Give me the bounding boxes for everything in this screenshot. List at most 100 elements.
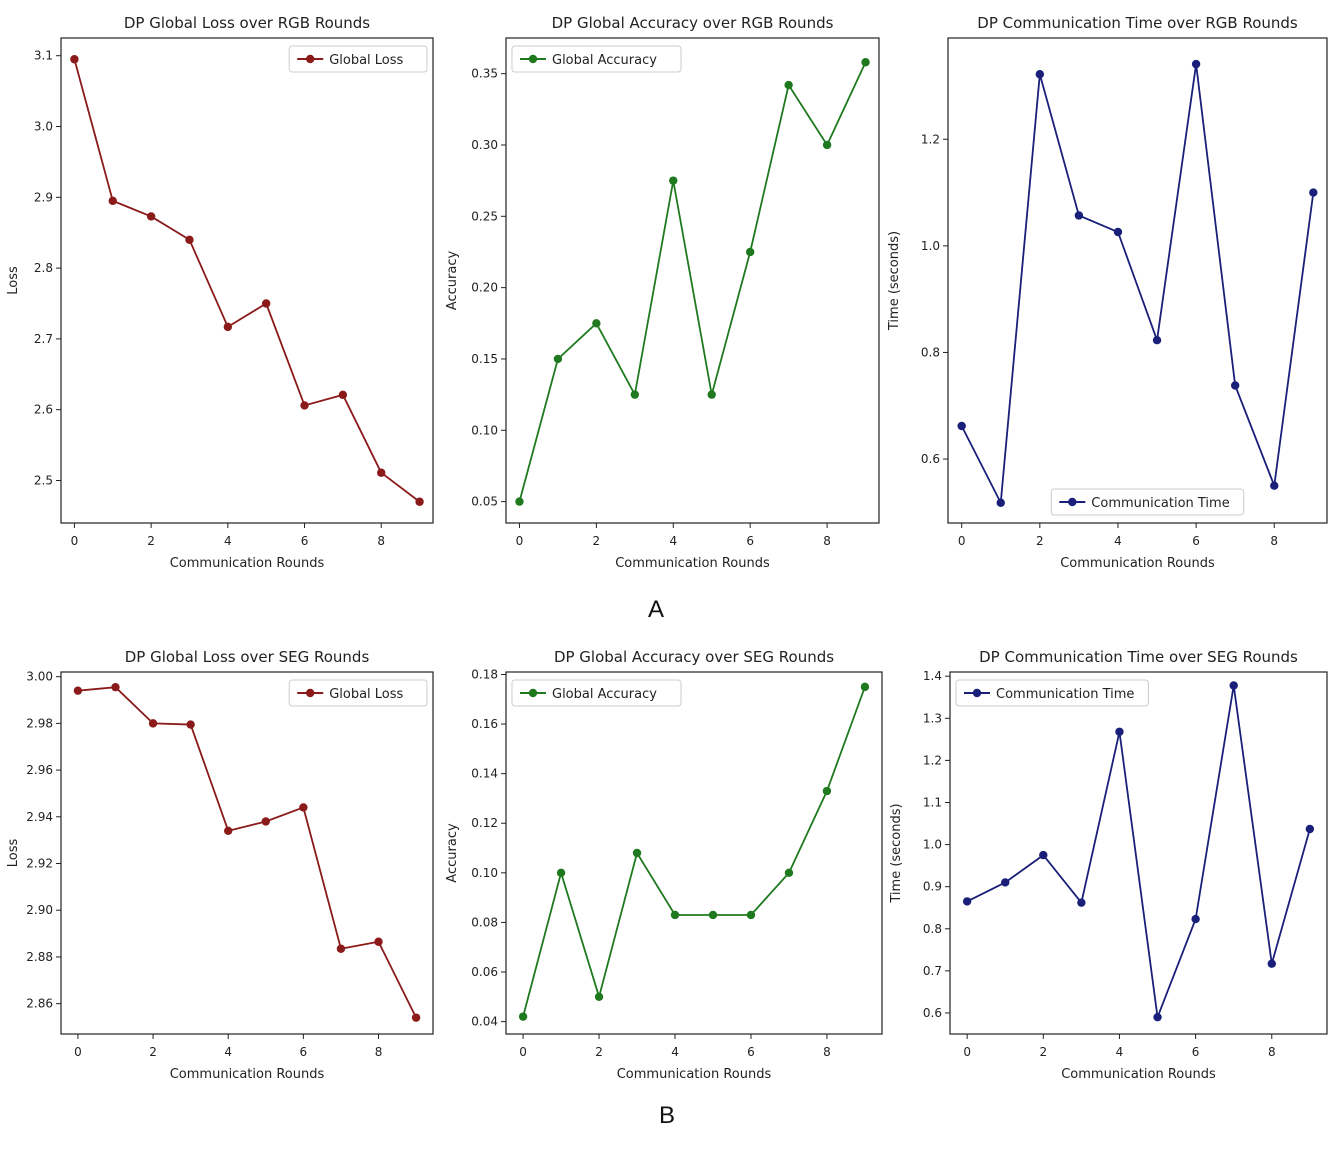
y-tick-label: 2.7 [34, 332, 53, 346]
legend-box [511, 679, 682, 707]
y-tick-label: 2.96 [26, 763, 53, 777]
y-tick-label: 0.8 [921, 345, 940, 359]
data-point [1077, 898, 1086, 907]
panel-label-a: A [648, 596, 665, 623]
data-point [415, 497, 424, 506]
data-point [1035, 70, 1045, 79]
y-tick-label: 1.0 [921, 239, 940, 253]
x-tick-label: 2 [149, 1045, 157, 1059]
data-point [957, 421, 966, 431]
data-point [670, 910, 680, 920]
y-tick-label: 0.30 [471, 138, 498, 152]
data-point [1267, 959, 1276, 968]
x-axis-label: Communication Rounds [170, 1067, 325, 1082]
series-line [966, 685, 1311, 1018]
data-point [1305, 824, 1315, 834]
data-point [1115, 727, 1124, 736]
y-tick-label: 2.9 [34, 190, 53, 204]
data-point [223, 322, 233, 332]
data-point [1152, 335, 1162, 345]
data-point [556, 868, 566, 878]
data-point [630, 390, 640, 399]
series-line [77, 686, 417, 1019]
y-tick-label: 0.10 [471, 866, 498, 880]
data-point [108, 196, 117, 206]
data-point [377, 468, 386, 477]
y-tick-label: 0.12 [471, 816, 498, 830]
data-point [224, 826, 233, 836]
data-point [261, 299, 271, 308]
series-line [522, 686, 866, 1017]
y-tick-label: 2.92 [26, 857, 53, 871]
y-tick-label: 2.8 [34, 261, 53, 275]
y-tick-label: 3.00 [26, 670, 53, 684]
data-point [1153, 1012, 1162, 1022]
data-point [374, 937, 383, 946]
x-tick-label: 0 [958, 534, 966, 548]
series-line [960, 63, 1315, 506]
y-tick-label: 0.25 [471, 209, 498, 223]
data-point [185, 235, 194, 244]
data-point [1113, 227, 1123, 237]
data-point [1230, 381, 1240, 390]
data-point [338, 390, 348, 400]
chart-4: DP Global Accuracy over SEG Rounds 0 2 4 6 8 0… [445, 648, 883, 1082]
x-tick-label: 0 [71, 534, 79, 548]
y-tick-label: 2.5 [34, 474, 53, 488]
x-tick-label: 2 [595, 1045, 603, 1059]
data-point [336, 944, 346, 953]
x-axis-label: Communication Rounds [615, 556, 770, 571]
legend-swatch-marker [528, 688, 538, 698]
data-point [746, 910, 756, 920]
data-point [669, 176, 678, 185]
legend: Global Accuracy [511, 45, 682, 73]
data-point [592, 319, 601, 328]
legend-box [288, 679, 428, 707]
y-tick-label: 0.04 [471, 1015, 498, 1029]
y-tick-label: 2.86 [26, 997, 53, 1011]
chart-2: DP Communication Time over RGB Rounds 0 2 4… [887, 14, 1328, 571]
legend: Global Loss [288, 45, 428, 73]
y-tick-label: 2.98 [26, 716, 53, 730]
y-tick-label: 0.10 [471, 423, 498, 437]
x-tick-label: 8 [1268, 1045, 1276, 1059]
legend-label: Global Loss [329, 687, 403, 702]
y-axis-label: Accuracy [445, 251, 460, 311]
y-tick-label: 1.4 [923, 669, 942, 683]
legend-swatch-marker [972, 688, 982, 698]
y-tick-label: 0.14 [471, 767, 498, 781]
x-tick-label: 2 [593, 534, 601, 548]
y-axis-label: Time (seconds) [889, 803, 904, 903]
y-tick-label: 0.08 [471, 915, 498, 929]
x-tick-label: 8 [377, 534, 385, 548]
y-axis-label: Accuracy [445, 823, 460, 883]
legend-label: Communication Time [1091, 496, 1229, 511]
x-tick-label: 0 [516, 534, 524, 548]
legend: Communication Time [1050, 488, 1245, 516]
x-tick-label: 6 [1192, 1045, 1200, 1059]
data-point [1039, 850, 1048, 860]
legend-box [288, 45, 428, 73]
chart-title: DP Communication Time over RGB Rounds [977, 14, 1298, 32]
x-tick-label: 6 [300, 1045, 308, 1059]
data-point [784, 80, 793, 90]
data-point [1270, 481, 1279, 490]
y-tick-label: 1.0 [923, 838, 942, 852]
x-tick-label: 4 [1114, 534, 1122, 548]
x-axis-label: Communication Rounds [1060, 556, 1215, 571]
y-axis-label: Time (seconds) [887, 231, 902, 331]
legend-label: Communication Time [996, 687, 1134, 702]
legend-swatch-marker [528, 54, 538, 64]
legend-swatch-marker [306, 688, 315, 698]
series-line [73, 59, 421, 503]
y-tick-label: 0.18 [471, 667, 498, 681]
data-point [1191, 59, 1201, 69]
chart-title: DP Communication Time over SEG Rounds [979, 648, 1298, 666]
data-point [261, 817, 270, 826]
x-tick-label: 4 [1116, 1045, 1124, 1059]
series-line [518, 61, 867, 502]
chart-3: DP Global Loss over SEG Rounds 0 2 4 6 8 2.86 2… [6, 648, 434, 1082]
x-tick-label: 6 [747, 1045, 755, 1059]
